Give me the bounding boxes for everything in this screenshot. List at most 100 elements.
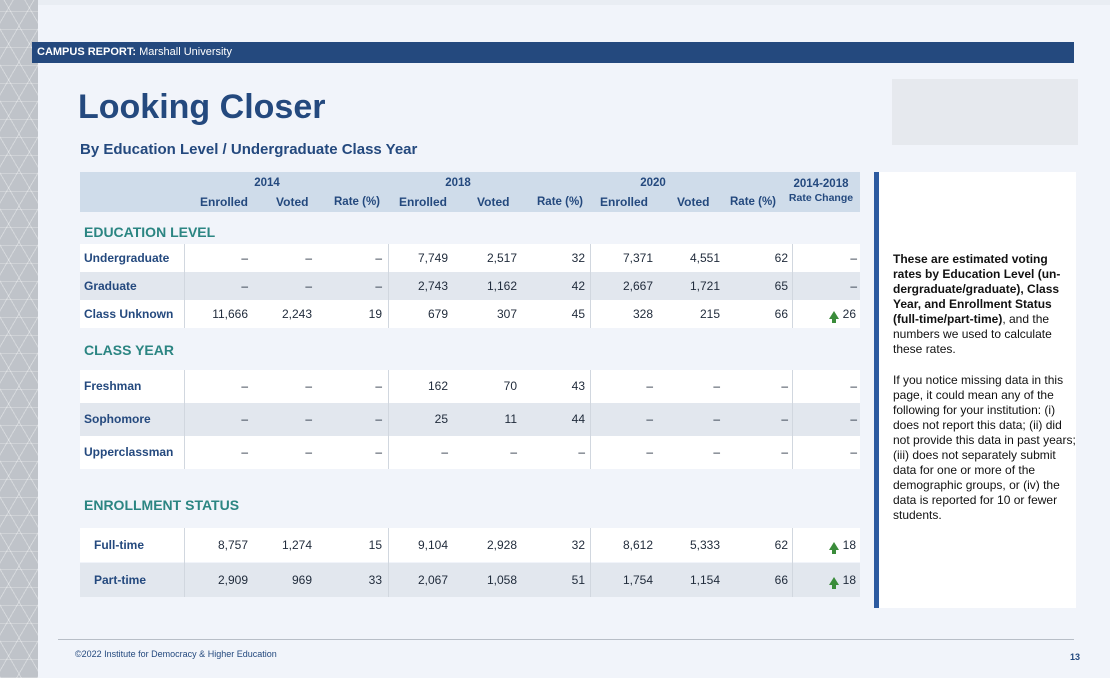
row-value: 969 [291,573,312,587]
rate-change-text: 18 [842,573,856,587]
rate-change-value: 18 [828,528,856,562]
row-value: – [646,412,653,426]
table-row: Sophomore – – – 25 11 44 – – – – [80,403,860,436]
row-value: – [241,412,248,426]
row-value: 19 [368,307,382,321]
row-value: – [713,445,720,459]
year-header-2: 2020 [640,177,666,189]
rate-change-header: 2014-2018 Rate Change [784,177,858,205]
row-value: – [713,379,720,393]
row-value: 25 [434,412,448,426]
column-divider [792,244,793,328]
row-value: 2,517 [486,251,517,265]
year-header-1: 2018 [445,177,471,189]
column-divider [590,528,591,597]
row-label: Part-time [94,573,147,587]
row-value: 62 [774,538,788,552]
row-value: 1,162 [486,279,517,293]
year-header-0: 2014 [254,177,280,189]
row-value: 2,743 [417,279,448,293]
row-value: – [781,412,788,426]
row-value: 8,757 [217,538,248,552]
table-row: Upperclassman – – – – – – – – – – [80,436,860,469]
row-value: 1,721 [689,279,720,293]
row-value: – [375,379,382,393]
row-value: 7,749 [417,251,448,265]
column-divider [388,244,389,328]
report-header-institution: Marshall University [139,46,232,58]
row-value: – [241,379,248,393]
column-divider [590,370,591,469]
notes-panel: These are estimated voting rates by Educ… [874,172,1076,608]
page-subtitle: By Education Level / Undergraduate Class… [80,141,418,158]
table-row: Graduate – – – 2,743 1,162 42 2,667 1,721 65 – [80,272,860,300]
column-divider [388,528,389,597]
row-value: 1,154 [689,573,720,587]
row-value: 2,243 [281,307,312,321]
up-arrow-icon [828,310,839,323]
column-divider [388,370,389,469]
row-value: – [241,279,248,293]
row-label: Upperclassman [84,445,174,459]
report-header-label: CAMPUS REPORT: [37,46,137,58]
row-value: 4,551 [689,251,720,265]
row-value: 2,928 [486,538,517,552]
notes-paragraph-1-bold: These are estimated voting rates by Educ… [893,252,1061,326]
row-value: 1,058 [486,573,517,587]
rate-change-value: – [850,244,857,272]
row-value: 11,666 [212,307,248,321]
row-value: 162 [427,379,448,393]
up-arrow-icon [828,541,839,554]
row-value: 1,274 [281,538,312,552]
table-row: Undergraduate – – – 7,749 2,517 32 7,371 4,551 62… [80,244,860,272]
row-value: 51 [571,573,585,587]
row-value: – [375,445,382,459]
row-value: – [305,412,312,426]
rate-change-text: – [850,445,857,459]
row-value: 2,909 [217,573,248,587]
rate-change-text: – [850,251,857,265]
row-value: 5,333 [689,538,720,552]
notes-paragraph-2: If you notice missing data in this page,… [893,373,1076,522]
column-header-7: Voted [677,195,710,209]
row-value: – [241,445,248,459]
rate-change-text: 18 [842,538,856,552]
row-value: – [441,445,448,459]
logo-placeholder [892,79,1078,145]
table-header [80,172,860,212]
rate-change-value: – [850,272,857,300]
column-header-1: Voted [276,195,309,209]
column-divider [184,528,185,597]
row-value: 66 [774,307,788,321]
row-value: – [646,379,653,393]
row-value: – [241,251,248,265]
row-value: 7,371 [622,251,653,265]
rate-change-value: – [850,436,857,469]
row-value: 65 [774,279,788,293]
row-value: 45 [571,307,585,321]
rate-change-text: – [850,412,857,426]
footer-divider [58,639,1074,640]
table-row: Class Unknown 11,666 2,243 19 679 307 45 328 215… [80,300,860,328]
row-value: – [510,445,517,459]
column-header-8: Rate (%) [730,196,777,208]
row-value: 70 [503,379,517,393]
column-divider [184,370,185,469]
column-header-6: Enrolled [600,195,649,209]
row-value: 11 [504,412,517,426]
row-value: 679 [427,307,448,321]
row-value: – [781,445,788,459]
page-title: Looking Closer [78,88,326,126]
side-pattern [0,0,38,678]
row-value: 43 [571,379,585,393]
rate-change-value: 18 [828,563,856,597]
row-value: – [646,445,653,459]
row-label: Graduate [84,279,137,293]
row-value: 307 [496,307,517,321]
section-label-2: ENROLLMENT STATUS [84,497,240,513]
row-value: – [375,412,382,426]
table-row: Freshman – – – 162 70 43 – – – – [80,370,860,403]
row-value: 1,754 [622,573,653,587]
column-divider [590,244,591,328]
column-header-4: Voted [477,195,510,209]
